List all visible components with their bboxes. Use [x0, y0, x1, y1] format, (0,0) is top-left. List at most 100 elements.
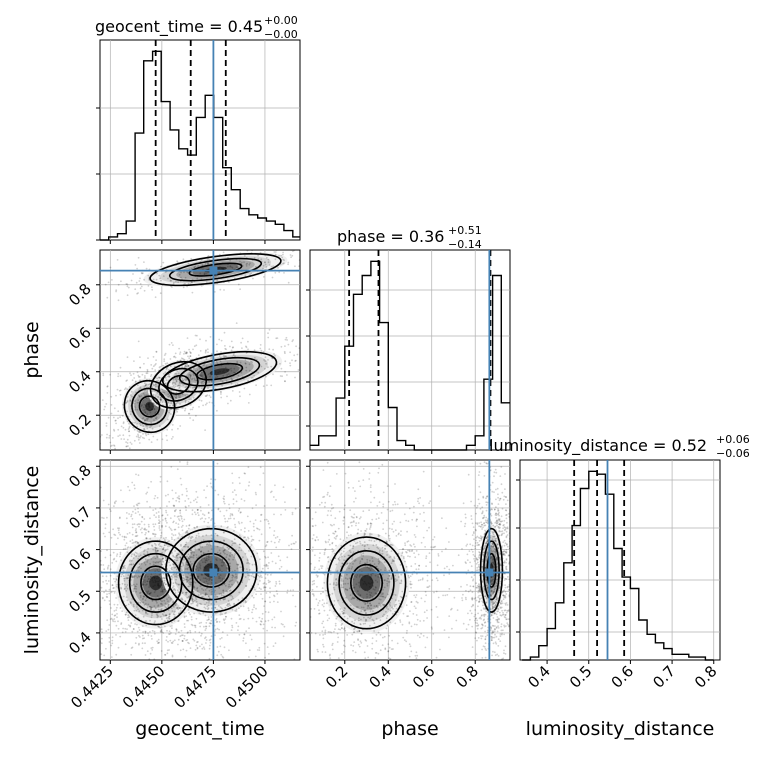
sample-point — [366, 561, 369, 563]
sample-point — [195, 534, 198, 537]
sample-point — [329, 653, 331, 656]
sample-point — [176, 559, 179, 562]
sample-point — [326, 594, 329, 597]
sample-point — [413, 534, 416, 536]
sample-point — [327, 556, 330, 558]
sample-point — [137, 402, 140, 404]
sample-point — [294, 605, 297, 608]
sample-point — [168, 500, 171, 503]
sample-point — [148, 525, 150, 528]
sample-point — [234, 383, 237, 386]
sample-point — [138, 566, 141, 568]
sample-point — [198, 535, 200, 538]
sample-point — [272, 265, 275, 267]
sample-point — [166, 649, 169, 652]
sample-point — [142, 583, 145, 586]
sample-point — [187, 401, 190, 403]
sample-point — [144, 432, 147, 435]
sample-point — [221, 385, 224, 387]
sample-point — [127, 428, 130, 430]
sample-point — [175, 396, 177, 399]
sample-point — [236, 581, 239, 584]
sample-point — [144, 527, 146, 530]
sample-point — [274, 585, 277, 587]
sample-point — [301, 588, 303, 590]
sample-point — [177, 638, 180, 641]
sample-point — [386, 554, 388, 556]
sample-point — [117, 410, 120, 413]
sample-point — [159, 573, 162, 575]
sample-point — [214, 628, 217, 631]
sample-point — [342, 613, 345, 615]
sample-point — [358, 629, 361, 632]
sample-point — [177, 523, 180, 525]
sample-point — [185, 593, 188, 596]
sample-point — [177, 553, 180, 555]
sample-point — [219, 370, 222, 373]
sample-point — [174, 550, 177, 552]
sample-point — [168, 375, 171, 378]
sample-point — [293, 354, 296, 357]
sample-point — [390, 577, 393, 580]
sample-point — [178, 386, 181, 388]
sample-point — [97, 438, 99, 440]
sample-point — [155, 417, 158, 420]
sample-point — [173, 613, 176, 616]
sample-point — [115, 500, 117, 503]
sample-point — [155, 600, 158, 603]
sample-point — [192, 601, 195, 603]
sample-point — [369, 602, 371, 605]
sample-point — [156, 568, 159, 571]
sample-point — [350, 567, 353, 570]
sample-point — [174, 378, 177, 380]
sample-point — [343, 651, 345, 653]
sample-point — [192, 554, 195, 557]
sample-point — [215, 563, 218, 566]
sample-point — [183, 358, 186, 361]
sample-point — [273, 534, 275, 537]
sample-point — [77, 577, 79, 579]
sample-point — [138, 634, 140, 637]
sample-point — [378, 467, 380, 470]
sample-point — [411, 549, 414, 552]
sample-point — [106, 549, 108, 552]
sample-point — [305, 251, 307, 253]
sample-point — [109, 618, 112, 620]
sample-point — [222, 561, 225, 564]
sample-point — [165, 606, 168, 609]
sample-point — [179, 425, 182, 427]
sample-point — [145, 537, 148, 539]
sample-point — [301, 650, 303, 652]
sample-point — [204, 593, 207, 596]
sample-point — [219, 360, 222, 363]
sample-point — [353, 628, 355, 631]
sample-point — [358, 461, 361, 464]
sample-point — [172, 384, 175, 387]
sample-point — [103, 408, 106, 411]
sample-point — [278, 541, 280, 543]
sample-point — [174, 382, 177, 384]
sample-point — [216, 462, 219, 465]
sample-point — [126, 577, 128, 579]
sample-point — [341, 562, 344, 565]
sample-point — [268, 526, 271, 529]
sample-point — [127, 624, 130, 626]
sample-point — [275, 337, 278, 340]
sample-point — [142, 583, 144, 586]
sample-point — [59, 568, 61, 570]
sample-point — [190, 281, 193, 283]
sample-point — [140, 520, 143, 523]
sample-point — [312, 525, 314, 528]
sample-point — [153, 385, 156, 387]
sample-point — [174, 372, 177, 375]
sample-point — [224, 347, 227, 350]
sample-point — [205, 559, 208, 562]
sample-point — [331, 524, 333, 527]
sample-point — [187, 557, 190, 559]
sample-point — [208, 401, 211, 404]
sample-point — [143, 278, 146, 281]
sample-point — [230, 369, 233, 372]
sample-point — [267, 611, 270, 614]
sample-point — [241, 581, 244, 584]
sample-point — [340, 584, 343, 586]
